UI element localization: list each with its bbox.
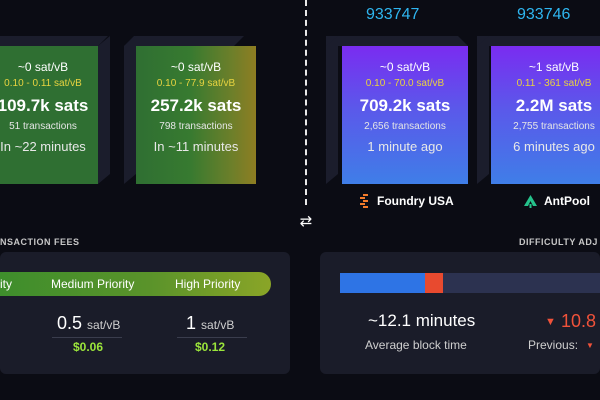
high-priority-label: High Priority [175,277,241,291]
median-fee: ~0 sat/vB [379,60,431,74]
difficulty-change-value: 10.8 [561,311,597,331]
pending-block-2-face: ~0 sat/vB 0.10 - 77.9 sat/vB 257.2k sats… [136,46,256,184]
antpool-logo-icon [524,194,537,208]
pool-antpool[interactable]: AntPool [524,194,590,208]
fee-range: 0.10 - 0.11 sat/vB [4,78,82,89]
fees-panel [0,252,290,374]
fee-range: 0.10 - 77.9 sat/vB [156,78,236,89]
previous-label: Previous: [528,338,579,352]
mempool-divider [305,0,307,205]
block-age: 1 minute ago [367,139,443,154]
block-size: 109.7k sats [0,96,89,115]
down-triangle-icon: ▼ [545,316,556,328]
foundry-logo-icon [360,194,368,208]
high-fee-usd: $0.12 [195,340,226,354]
low-priority-label: ity [0,277,12,291]
pending-block-1-face: ~0 sat/vB 0.10 - 0.11 sat/vB 109.7k sats… [0,46,98,184]
difficulty-panel [320,252,600,374]
difficulty-progress-fill [340,273,428,293]
high-fee-underline [177,337,247,338]
high-fee-value: 1 sat/vB [186,313,235,333]
block-age: 6 minutes ago [513,139,595,154]
transaction-fees-title: NSACTION FEES [0,237,80,247]
medium-priority-label: Medium Priority [51,277,135,291]
tx-count: 2,755 transactions [513,121,595,132]
block-height-2[interactable]: 933746 [517,6,571,23]
median-fee: ~0 sat/vB [170,60,222,74]
difficulty-adjustment-title: DIFFICULTY ADJ [519,237,598,247]
avg-block-time-label: Average block time [365,338,467,352]
medium-fee-underline [52,337,122,338]
mined-block-1-face: ~0 sat/vB 0.10 - 70.0 sat/vB 709.2k sats… [342,46,468,184]
swap-arrows-icon[interactable]: ⇄ [299,213,313,230]
eta: In ~22 minutes [0,139,86,154]
tx-count: 2,656 transactions [364,121,446,132]
block-size: 2.2M sats [515,96,593,115]
difficulty-progress-red [425,273,444,293]
median-fee: ~0 sat/vB [17,60,69,74]
fee-range: 0.10 - 70.0 sat/vB [365,78,445,89]
mined-block-2-face: ~1 sat/vB 0.11 - 361 sat/vB 2.2M sats 2,… [491,46,600,184]
tx-count: 51 transactions [9,121,77,132]
difficulty-progress-bar [340,273,600,293]
pool-name: AntPool [544,194,590,208]
block-size: 709.2k sats [359,96,451,115]
avg-block-time-value: ~12.1 minutes [368,311,476,330]
eta: In ~11 minutes [153,139,239,154]
medium-fee-value: 0.5 sat/vB [57,313,121,333]
block-height-1[interactable]: 933747 [366,6,420,23]
fee-range: 0.11 - 361 sat/vB [516,78,592,89]
median-fee: ~1 sat/vB [528,60,580,74]
previous-down-icon: ▼ [586,341,594,350]
pool-name: Foundry USA [377,194,454,208]
pool-foundry[interactable]: Foundry USA [360,194,454,208]
medium-fee-usd: $0.06 [73,340,104,354]
tx-count: 798 transactions [159,121,233,132]
priority-bar [0,272,271,296]
block-size: 257.2k sats [150,96,242,115]
